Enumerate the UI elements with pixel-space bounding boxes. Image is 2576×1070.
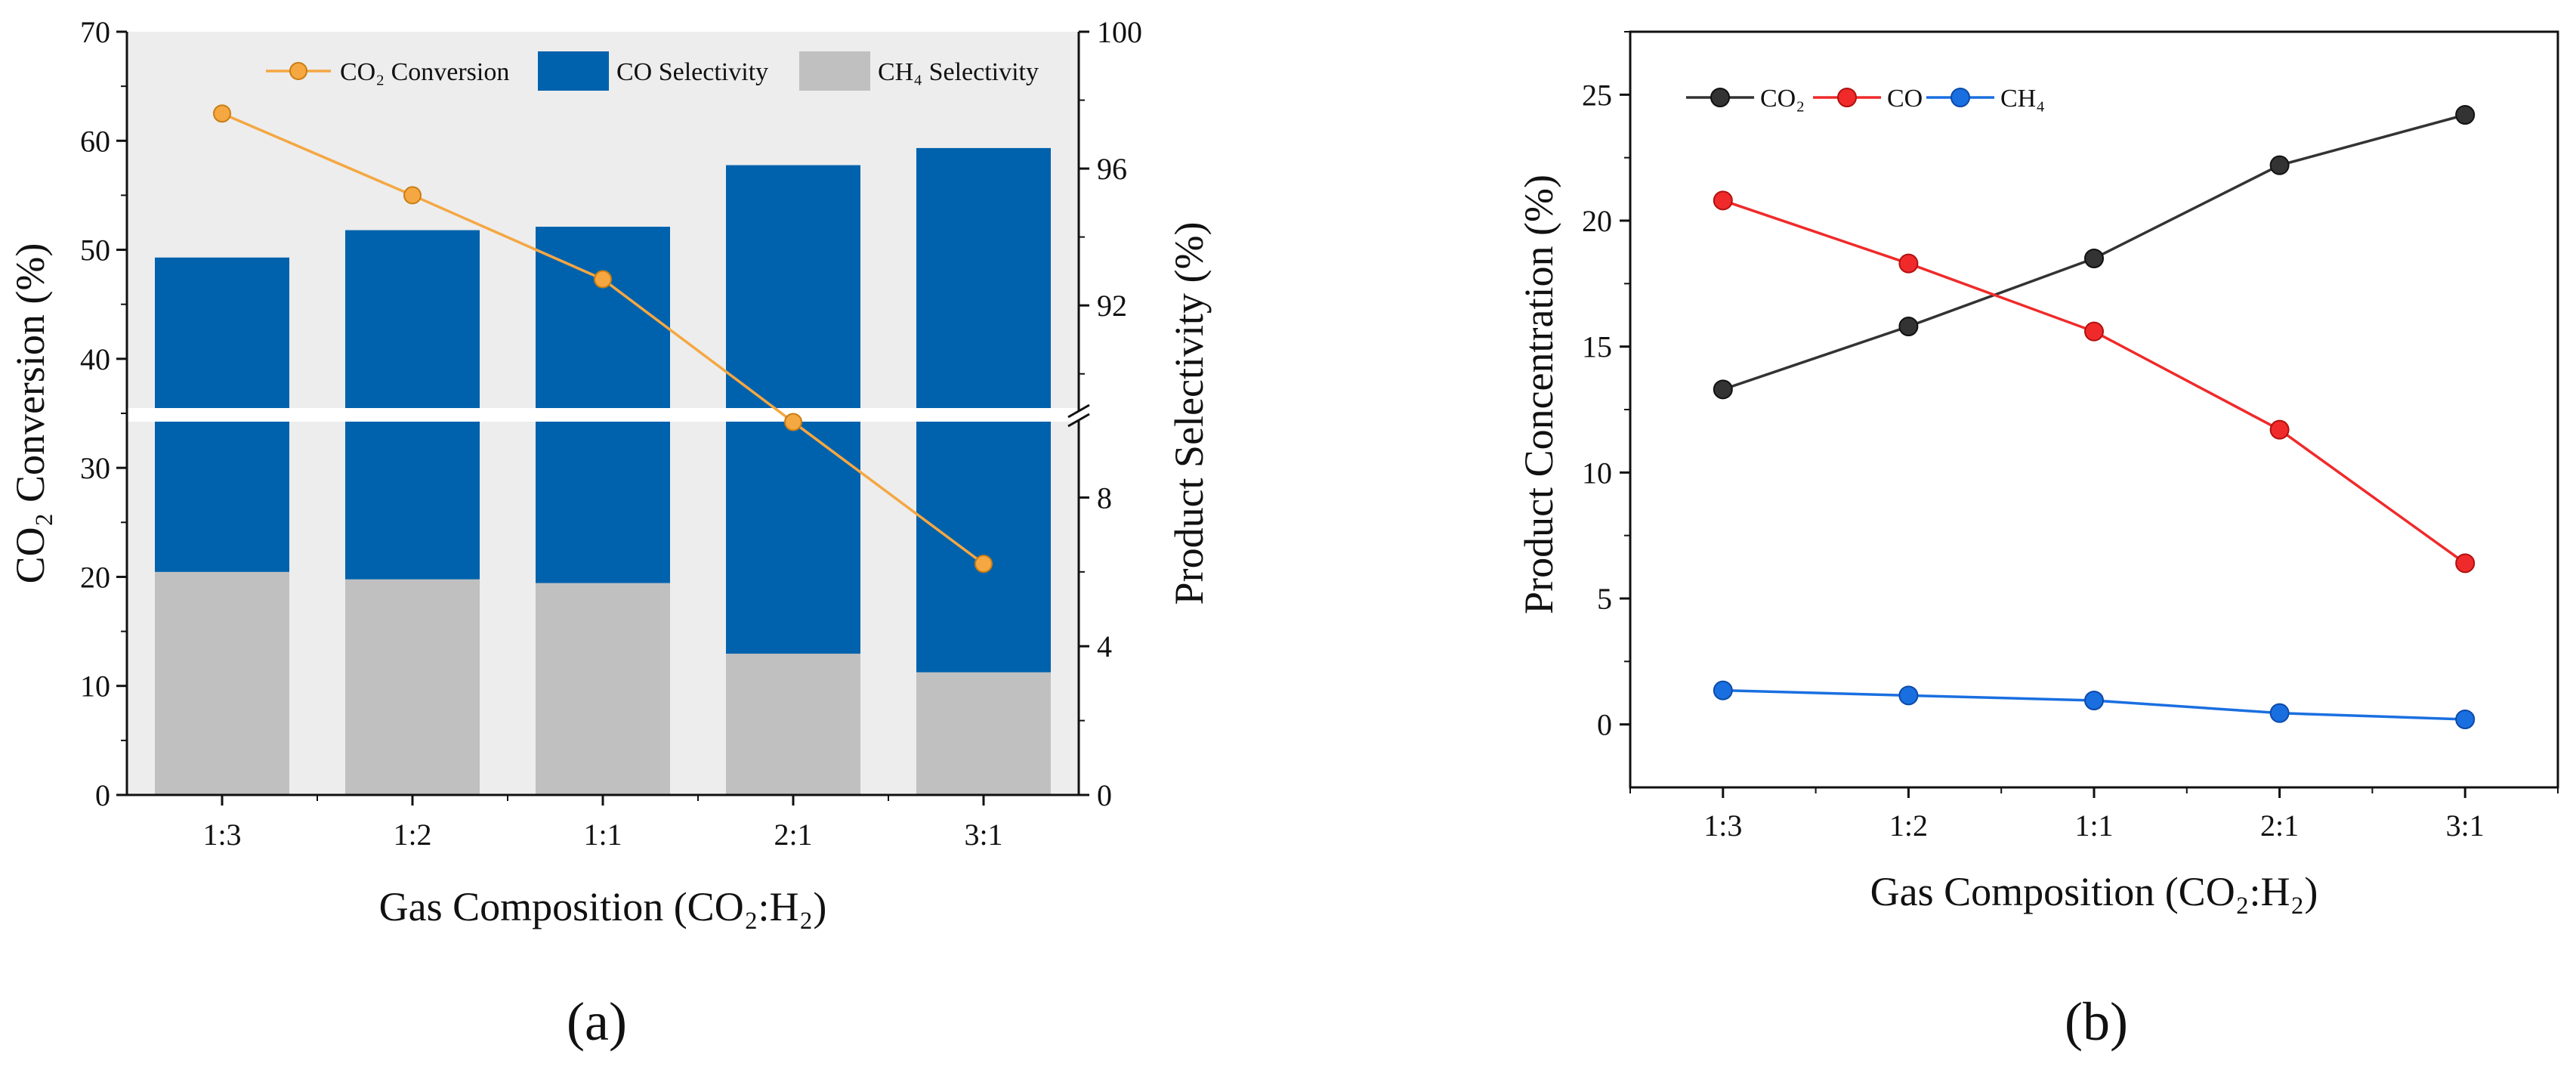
y-tick-label: 0: [1597, 708, 1612, 742]
co2-conversion-point: [784, 413, 802, 431]
legend-co-selectivity-label: CO Selectivity: [616, 58, 768, 86]
legend-co2-conversion-marker: [289, 62, 307, 80]
right-y-tick-label: 96: [1097, 152, 1127, 186]
x-tick-label: 1:3: [1703, 809, 1742, 843]
series-point: [2084, 321, 2104, 342]
left-y-tick-label: 40: [80, 342, 110, 376]
legend-label: CO₂: [1760, 85, 1805, 113]
ch4-selectivity-bar: [916, 672, 1051, 795]
chart-b-xlabel: Gas Composition (CO₂:H₂): [1870, 869, 2318, 914]
legend-marker: [1951, 88, 1970, 107]
x-tick-label: 2:1: [2260, 809, 2299, 843]
y-tick-label: 20: [1582, 204, 1612, 238]
legend-label: CO: [1887, 85, 1923, 113]
chart-a-ylabel-left: CO₂ Conversion (%): [8, 243, 53, 584]
legend-marker: [1837, 88, 1857, 107]
y-tick-label: 5: [1597, 582, 1612, 616]
co2-conversion-point: [594, 270, 612, 289]
series-point: [2455, 105, 2476, 125]
left-y-tick-label: 20: [80, 560, 110, 594]
chart-a-panel-label: (a): [567, 991, 627, 1052]
co2-conversion-point: [403, 186, 422, 205]
chart-a: 0 10 20 30 40 50 60 70 0 4 8 92 96 100 1:3 1:2 1:1 2:1 3:1…: [8, 15, 1212, 1052]
y-tick-label: 25: [1582, 78, 1612, 112]
legend-ch4-selectivity-label: CH₄ Selectivity: [878, 58, 1039, 86]
x-tick-label: 1:2: [393, 818, 431, 852]
left-y-tick-label: 30: [80, 451, 110, 485]
chart-b-frame: [1629, 30, 2559, 789]
co2-conversion-point: [974, 555, 993, 574]
x-tick-label: 3:1: [2446, 809, 2485, 843]
series-point: [1898, 317, 1919, 336]
series-point: [2084, 691, 2104, 710]
legend-label: CH₄: [2000, 85, 2045, 113]
left-y-tick-label: 70: [80, 15, 110, 49]
x-tick-label: 2:1: [774, 818, 812, 852]
series-point: [2269, 419, 2290, 440]
legend-co2-conversion-label: CO₂ Conversion: [340, 58, 509, 86]
series-point: [1713, 680, 1733, 700]
ch4-selectivity-bar: [536, 583, 670, 795]
series-point: [1713, 379, 1733, 400]
y-tick-label: 15: [1582, 330, 1612, 364]
chart-b: 0 5 10 15 20 25 1:3 1:2 1:1 2:1 3:1 CO₂ CO CH₄ Gas C…: [1516, 30, 2559, 1052]
series-point: [1898, 253, 1919, 274]
axis-break-gap: [127, 408, 1079, 422]
x-tick-label: 3:1: [964, 818, 1002, 852]
series-point: [1898, 685, 1919, 706]
right-y-tick-label: 92: [1097, 289, 1127, 323]
left-y-tick-label: 60: [80, 124, 110, 158]
x-tick-label: 1:3: [202, 818, 241, 852]
series-point: [1713, 190, 1733, 211]
series-point: [2455, 553, 2476, 574]
ch4-selectivity-bar: [345, 579, 480, 795]
x-tick-label: 1:2: [1889, 809, 1928, 843]
series-point: [2269, 155, 2290, 175]
left-y-tick-label: 10: [80, 670, 110, 704]
right-y-tick-label: 4: [1097, 629, 1112, 663]
axis-break-mark: [1067, 404, 1090, 419]
legend-ch4-selectivity-swatch: [799, 51, 870, 91]
x-tick-label: 1:1: [583, 818, 622, 852]
ch4-selectivity-bar: [155, 571, 289, 795]
series-point: [2455, 710, 2476, 729]
ch4-selectivity-bar: [726, 654, 860, 795]
right-y-tick-label: 0: [1097, 778, 1112, 812]
chart-a-xlabel: Gas Composition (CO₂:H₂): [379, 884, 827, 929]
y-tick-label: 10: [1582, 456, 1612, 490]
legend-marker: [1710, 88, 1730, 107]
series-point: [2269, 703, 2290, 723]
chart-a-ylabel-right: Product Selectivity (%): [1166, 222, 1212, 605]
series-point: [2084, 249, 2104, 268]
x-tick-label: 1:1: [2074, 809, 2113, 843]
left-y-tick-label: 0: [95, 778, 110, 812]
axis-break-mark: [1067, 413, 1090, 428]
co2-conversion-point: [213, 104, 231, 123]
chart-b-ylabel: Product Concentration (%): [1516, 175, 1561, 614]
legend-co-selectivity-swatch: [538, 51, 609, 91]
left-y-tick-label: 50: [80, 233, 110, 268]
right-y-tick-label: 100: [1097, 15, 1142, 49]
chart-b-panel-label: (b): [2065, 991, 2128, 1052]
right-y-tick-label: 8: [1097, 481, 1112, 515]
